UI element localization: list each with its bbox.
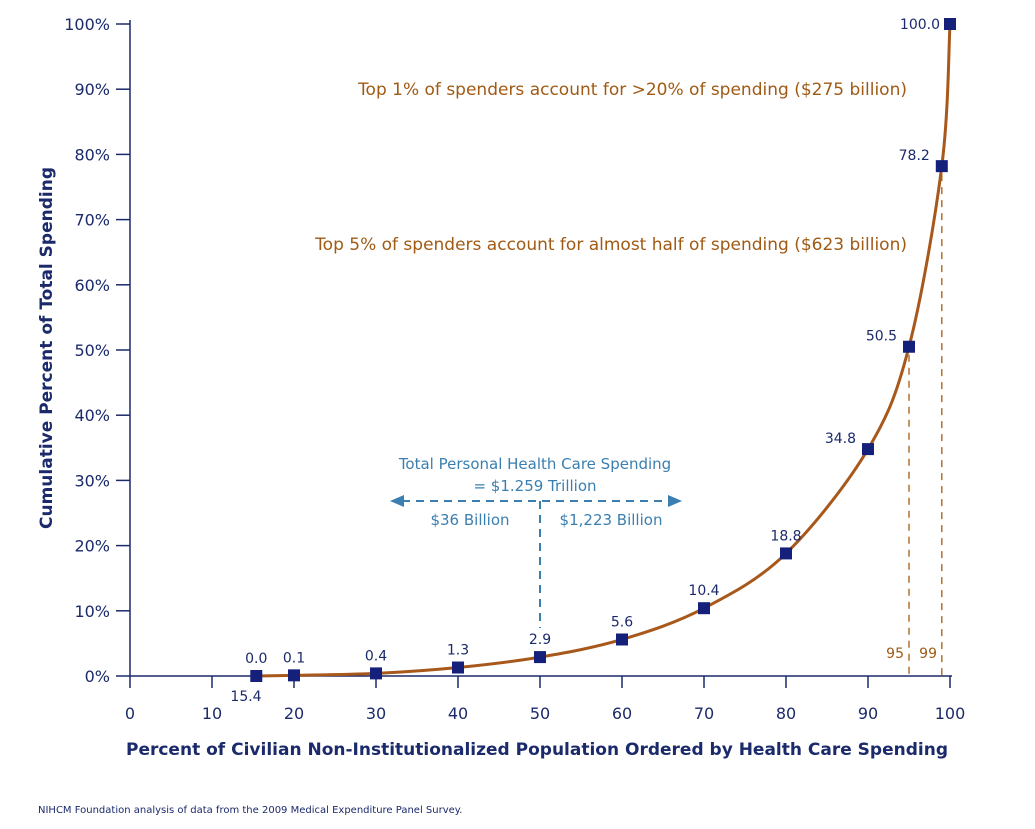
percentile-guides [908,174,943,676]
series-line [256,23,952,678]
data-point-marker [944,18,956,30]
percentile-99-label: 99 [919,646,937,662]
x-tick-label: 40 [448,704,468,723]
y-tick-label: 100% [64,15,110,34]
y-tick-label: 50% [74,341,110,360]
x-axis-ticks: 0 10 20 30 40 50 60 70 80 90 100 [125,676,965,723]
data-value-label: 5.6 [611,614,633,630]
y-tick-label: 20% [74,537,110,556]
x-tick-label: 90 [858,704,878,723]
y-axis-ticks: 0% 10% 20% 30% 40% 50% 60% 70% 80% 90% 100% [64,15,130,686]
y-tick-label: 30% [74,471,110,490]
y-tick-label: 70% [74,211,110,230]
x-tick-label: 30 [366,704,386,723]
data-value-label: 0.4 [365,648,387,664]
data-labels: 0.0 0.1 0.4 1.3 2.9 5.6 10.4 18.8 34.8 50.5 78.2 10… [245,17,940,667]
arrow-right-head [668,495,682,507]
data-point-marker [903,340,915,353]
data-value-label: 34.8 [825,431,856,447]
data-value-label: 10.4 [688,583,719,599]
cumulative-spending-series [250,18,956,682]
data-value-label: 0.0 [245,651,267,667]
x-tick-label: 20 [284,704,304,723]
data-value-label: 1.3 [447,643,469,659]
data-point-marker [250,670,263,682]
y-tick-label: 60% [74,276,110,295]
y-tick-label: 0% [85,667,110,686]
data-point-marker [370,667,382,680]
data-point-marker [780,547,792,560]
x-tick-label: 0 [125,704,135,723]
data-value-label: 50.5 [866,329,897,345]
x-axis-label: Percent of Civilian Non-Institutionalize… [126,740,948,760]
total-spending-title: Total Personal Health Care Spending [398,455,671,473]
y-axis-label: Cumulative Percent of Total Spending [37,167,57,529]
top-5-percent-annotation: Top 5% of spenders account for almost ha… [314,235,907,255]
data-point-marker [935,160,948,173]
data-point-marker [616,633,628,646]
data-point-marker [452,661,464,674]
x-tick-label: 60 [612,704,632,723]
y-tick-label: 40% [74,406,110,425]
x-tick-label: 100 [935,704,966,723]
right-spending-amount: $1,223 Billion [560,511,663,529]
data-point-marker [534,651,546,664]
x-tick-label: 70 [694,704,714,723]
data-value-label: 18.8 [770,528,801,544]
data-value-label: 100.0 [900,17,940,33]
data-value-label: 0.1 [283,650,305,666]
left-spending-amount: $36 Billion [430,511,509,529]
percentile-95-label: 95 [886,646,904,662]
source-note: NIHCM Foundation analysis of data from t… [38,805,462,816]
y-tick-label: 80% [74,145,110,164]
data-value-label: 2.9 [529,632,551,648]
y-tick-label: 90% [74,80,110,99]
total-spending-bracket [390,495,682,628]
x-start-label: 15.4 [230,689,261,705]
x-tick-label: 10 [202,704,222,723]
total-spending-value: = $1.259 Trillion [473,477,596,495]
data-point-marker [862,443,874,456]
x-tick-label: 50 [530,704,550,723]
top-1-percent-annotation: Top 1% of spenders account for >20% of s… [357,80,907,100]
x-tick-label: 80 [776,704,796,723]
data-point-marker [288,669,300,682]
data-value-label: 78.2 [899,148,930,164]
y-tick-label: 10% [74,602,110,621]
arrow-left-head [390,495,404,507]
data-point-marker [698,602,710,615]
